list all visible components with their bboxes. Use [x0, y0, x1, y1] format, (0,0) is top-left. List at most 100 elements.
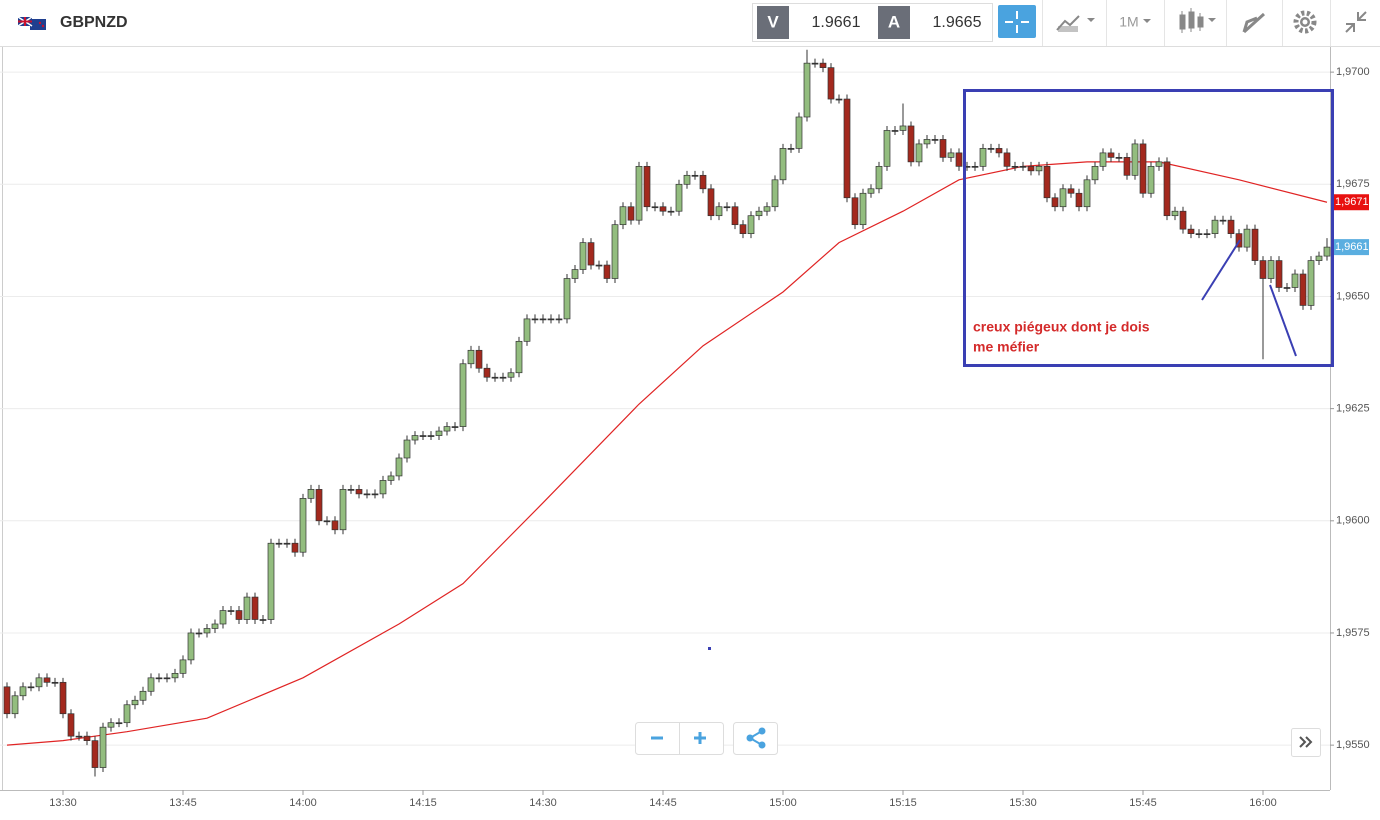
chart-type-button[interactable] [1056, 15, 1095, 32]
quote-panel [752, 3, 993, 42]
candle-body [627, 206, 635, 221]
candle-body [339, 489, 347, 531]
flag-icon [17, 16, 46, 30]
candle-body [731, 206, 739, 226]
candle-body [123, 704, 131, 724]
candle-body [347, 489, 355, 491]
candle-body [1139, 143, 1147, 194]
grid [0, 71, 1330, 746]
candle-body [219, 610, 227, 625]
candle-body [467, 349, 475, 365]
candle-body [1163, 161, 1171, 217]
y-tick-label: 1,9650 [1336, 290, 1370, 302]
candle-body [547, 318, 555, 321]
candles [3, 49, 1331, 777]
timeframe[interactable]: 1M [1119, 14, 1138, 30]
candle-body [163, 677, 171, 680]
candle-body [715, 206, 723, 217]
candle-body [1035, 165, 1043, 172]
annotation-text: me méfier [973, 339, 1040, 355]
candle-body [1067, 188, 1075, 194]
candle-body [203, 628, 211, 634]
candle-body [571, 269, 579, 279]
sell-button[interactable] [757, 6, 789, 39]
candle-body [1115, 157, 1123, 159]
scroll-right-button[interactable] [1291, 728, 1321, 757]
candle-body [699, 174, 707, 190]
y-tick-label: 1,9675 [1336, 178, 1370, 190]
candle-body [195, 632, 203, 635]
candle-body [3, 686, 11, 715]
candle-body [267, 542, 275, 620]
sell-label[interactable]: V [767, 12, 779, 31]
candle-body [923, 139, 931, 145]
settings-button[interactable] [1293, 10, 1317, 34]
candle-body [1099, 152, 1107, 167]
candle-body [579, 242, 587, 270]
candle-body [635, 165, 643, 221]
candle-body [691, 174, 699, 177]
drawing-tool-button[interactable] [1242, 12, 1266, 34]
candle-body [1219, 219, 1227, 222]
x-tick-label: 13:30 [49, 797, 77, 809]
candle-body [555, 318, 563, 321]
candle-body [451, 426, 459, 428]
candle-body [1283, 287, 1291, 289]
candle-body [643, 165, 651, 208]
y-tick-label: 1,9550 [1336, 739, 1370, 751]
candle-body [987, 148, 995, 150]
candle-body [427, 435, 435, 437]
candle-body [291, 542, 299, 553]
candle-body [955, 152, 963, 167]
collapse-button[interactable] [1345, 11, 1367, 33]
candle-body [539, 318, 547, 321]
candle-body [875, 165, 883, 190]
candle-body [723, 206, 731, 209]
candle-body [411, 435, 419, 441]
candle-body [475, 349, 483, 369]
candle-body [1211, 219, 1219, 234]
candle-body [1147, 165, 1155, 194]
candle-type-button[interactable] [1179, 8, 1216, 33]
candle-body [307, 489, 315, 499]
candle-body [51, 681, 59, 684]
candle-body [139, 690, 147, 701]
y-tick-label: 1,9600 [1336, 515, 1370, 527]
share-button[interactable] [733, 722, 778, 755]
buy-button[interactable] [878, 6, 910, 39]
candle-body [995, 148, 1003, 154]
candle-body [811, 62, 819, 65]
candle-body [1291, 273, 1299, 288]
candle-body [835, 98, 843, 101]
candle-body [403, 439, 411, 459]
candle-body [115, 722, 123, 725]
candle-body [1195, 233, 1203, 235]
candle-body [1003, 152, 1011, 167]
y-tick-label: 1,9575 [1336, 627, 1370, 639]
candle-body [1123, 157, 1131, 176]
candle-body [187, 632, 195, 661]
candle-body [27, 686, 35, 689]
candle-body [1155, 161, 1163, 167]
candle-body [1091, 165, 1099, 181]
candle-body [755, 210, 763, 217]
candle-body [1043, 165, 1051, 199]
candle-body [435, 430, 443, 436]
candle-body [739, 224, 747, 234]
price-marker-label: 1,9661 [1335, 241, 1369, 253]
crosshair-button[interactable] [998, 5, 1036, 38]
zoom-controls[interactable] [635, 722, 724, 755]
candle-body [387, 475, 395, 481]
candle-body [707, 188, 715, 217]
candle-body [131, 699, 139, 706]
candle-body [803, 62, 811, 118]
y-tick-label: 1,9625 [1336, 403, 1370, 415]
candle-body [363, 493, 371, 496]
candle-body [891, 130, 899, 132]
candle-body [595, 264, 603, 267]
candle-body [259, 619, 267, 621]
buy-label[interactable]: A [888, 12, 900, 31]
candle-body [35, 677, 43, 688]
moving-average-layer [6, 161, 1328, 746]
candle-body [1251, 228, 1259, 261]
